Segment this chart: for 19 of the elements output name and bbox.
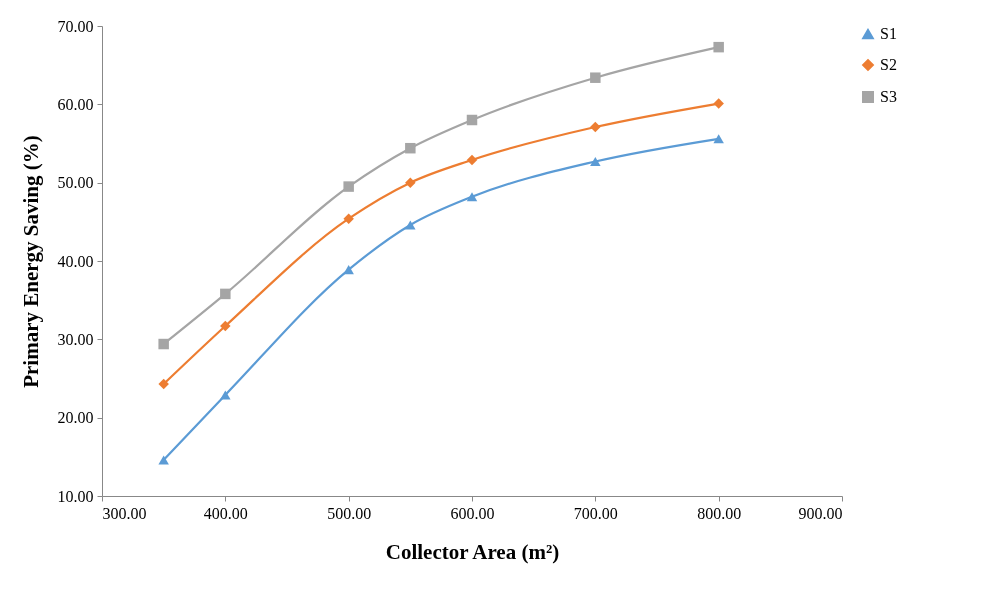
y-tick-label: 70.00 [57,17,94,35]
y-tick-label: 60.00 [57,95,94,113]
y-tick-label: 50.00 [57,174,94,192]
y-tick-label: 40.00 [57,252,94,270]
x-tick-label: 700.00 [573,504,618,522]
x-axis-title: Collector Area (m²) [385,539,560,564]
legend-label: S1 [880,25,897,42]
legend-label: S3 [880,88,897,105]
x-tick-label: 600.00 [450,504,495,522]
x-tick-label: 400.00 [203,504,248,522]
x-tick-label: 300.00 [102,504,147,522]
x-tick-label: 900.00 [798,504,843,522]
y-tick-label: 10.00 [57,487,94,505]
x-tick-label: 800.00 [697,504,742,522]
y-tick-label: 20.00 [57,409,94,427]
x-tick-label: 500.00 [327,504,372,522]
legend-label: S2 [880,56,897,73]
y-axis-title: Primary Energy Saving (%) [18,135,43,388]
y-tick-label: 30.00 [57,330,94,348]
